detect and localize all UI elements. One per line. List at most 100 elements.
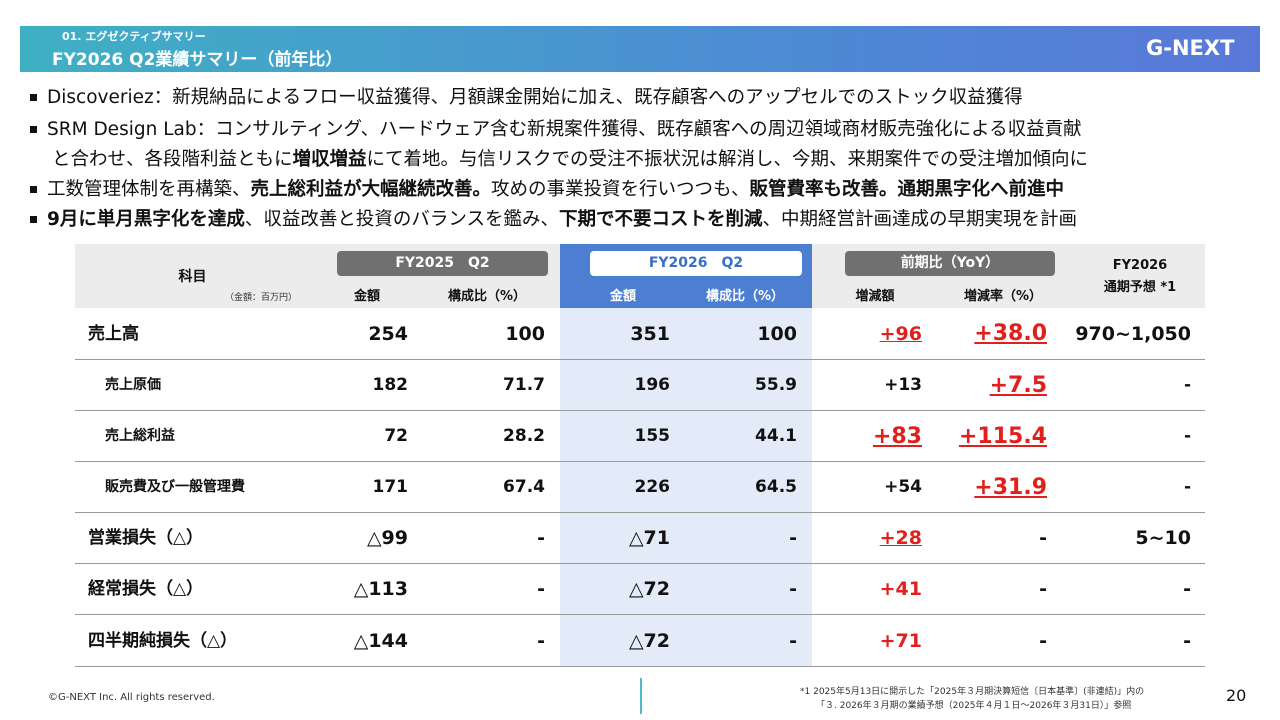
table-cell: △113: [353, 578, 408, 600]
table-cell: 64.5: [755, 477, 797, 497]
bullet-text: と合わせ、各段階利益ともに増収増益にて着地。与信リスクでの受注不振状況は解消し、…: [52, 148, 1088, 172]
table-cell: 171: [372, 477, 409, 497]
table-cell: 67.4: [503, 477, 545, 497]
row-label: 経常損失（△）: [88, 579, 204, 599]
table-cell: 155: [634, 426, 671, 446]
text-run: Discoveriez：新規納品によるフロー収益獲得、月額課金開始に加え、既存顧…: [47, 87, 1023, 108]
table-cell: +54: [884, 477, 922, 497]
table-cell: △144: [353, 630, 408, 652]
group-header: FY2025 Q2: [337, 251, 548, 276]
table-cell: -: [537, 527, 545, 549]
forecast-header: FY2026: [1112, 258, 1168, 273]
table-cell: △71: [628, 527, 670, 549]
footnote: *1 2025年5月13日に開示した「2025年３月期決算短信〔日本基準〕(非連…: [800, 687, 1145, 697]
text-run: にて着地。与信リスクでの受注不振状況は解消し、今期、来期案件での受注増加傾向に: [366, 149, 1089, 170]
table-cell: -: [789, 527, 797, 549]
row-label: 営業損失（△）: [88, 528, 204, 548]
table-cell: -: [1039, 630, 1047, 652]
table-cell: -: [789, 578, 797, 600]
table-cell: 196: [634, 375, 671, 395]
table-cell: 72: [384, 426, 408, 446]
header-bar: [20, 26, 1260, 72]
table-cell: 71.7: [503, 375, 545, 395]
row-line: [75, 359, 1205, 360]
table-cell: 182: [372, 375, 409, 395]
group-header: 前期比（YoY）: [845, 251, 1055, 276]
text-run: 、収益改善と投資のバランスを鑑み、: [244, 209, 560, 230]
table-cell: -: [1183, 375, 1191, 395]
row-line: [75, 410, 1205, 411]
table-cell: 28.2: [503, 426, 545, 446]
table-cell: +83: [872, 424, 922, 449]
text-run: 9月に単月黒字化を達成: [47, 209, 245, 230]
column-header: 金額: [353, 289, 380, 304]
page-number: 20: [1226, 686, 1247, 705]
table-cell: +71: [879, 630, 922, 652]
logo: G-NEXT: [1146, 36, 1235, 60]
bullet-text: 9月に単月黒字化を達成、収益改善と投資のバランスを鑑み、下期で不要コストを削減、…: [47, 208, 1077, 232]
text-run: と合わせ、各段階利益ともに: [52, 149, 293, 170]
table-cell: +13: [884, 375, 922, 395]
table-cell: 5~10: [1135, 527, 1191, 549]
table-cell: -: [1183, 578, 1191, 600]
column-header: 増減額: [855, 289, 895, 304]
group-header: FY2026 Q2: [590, 251, 802, 276]
row-label: 売上高: [88, 324, 139, 344]
text-run: 、中期経営計画達成の早期実現を計画: [762, 209, 1078, 230]
footnote: 「３. 2026年３月期の業績予想（2025年４月１日～2026年３月31日）」…: [816, 701, 1132, 711]
table-cell: -: [1039, 578, 1047, 600]
text-run: 攻めの事業投資を行いつつも、: [491, 179, 750, 200]
text-run: SRM Design Lab：コンサルティング、ハードウェア含む新規案件獲得、既…: [47, 119, 1082, 140]
row-label: 四半期純損失（△）: [88, 631, 238, 651]
table-cell: 44.1: [755, 426, 797, 446]
table-cell: 100: [757, 323, 797, 345]
bullet-marker: [30, 186, 37, 193]
divider: [640, 678, 642, 714]
table-cell: △99: [366, 527, 408, 549]
table-cell: 970~1,050: [1075, 323, 1191, 345]
text-run: 販管費率も改善。通期黒字化へ前進中: [749, 179, 1064, 200]
table-cell: +96: [879, 323, 922, 345]
table-cell: +31.9: [974, 475, 1047, 500]
bullet-marker: [30, 216, 37, 223]
table-cell: 100: [505, 323, 545, 345]
table-cell: △72: [628, 630, 670, 652]
table-cell: +7.5: [989, 373, 1047, 398]
bullet-text: 工数管理体制を再構築、売上総利益が大幅継続改善。攻めの事業投資を行いつつも、販管…: [47, 178, 1064, 202]
copyright: ©G-NEXT Inc. All rights reserved.: [48, 692, 215, 703]
row-line: [75, 461, 1205, 462]
row-line: [75, 614, 1205, 615]
bullet-marker: [30, 126, 37, 133]
table-cell: 226: [634, 477, 671, 497]
table-cell: -: [537, 630, 545, 652]
table-cell: 55.9: [755, 375, 797, 395]
table-cell: +38.0: [974, 321, 1047, 346]
row-label: 売上総利益: [105, 428, 175, 444]
unit-note: （金額：百万円）: [224, 293, 297, 303]
text-run: 売上総利益が大幅継続改善。: [250, 179, 492, 200]
section-label: 01. エグゼクティブサマリー: [62, 30, 206, 43]
table-cell: -: [789, 630, 797, 652]
row-line: [75, 512, 1205, 513]
table-cell: -: [1183, 426, 1191, 446]
row-line: [75, 563, 1205, 564]
table-cell: +41: [879, 578, 922, 600]
text-run: 下期で不要コストを削減: [559, 209, 763, 230]
table-cell: +115.4: [958, 424, 1047, 449]
row-line: [75, 666, 1205, 667]
text-run: 工数管理体制を再構築、: [47, 179, 251, 200]
fy2026-column-bg: [560, 308, 812, 667]
row-label: 販売費及び一般管理費: [105, 479, 245, 495]
column-header: 金額: [609, 289, 636, 304]
table-cell: -: [537, 578, 545, 600]
column-header: 構成比（%）: [705, 289, 785, 304]
table-cell: -: [1183, 477, 1191, 497]
column-header: 構成比（%）: [447, 289, 527, 304]
header-cell: 科目: [178, 269, 207, 285]
bullet-text: Discoveriez：新規納品によるフロー収益獲得、月額課金開始に加え、既存顧…: [47, 86, 1023, 110]
table-cell: △72: [628, 578, 670, 600]
table-cell: -: [1183, 630, 1191, 652]
slide-title: FY2026 Q2業績サマリー（前年比）: [52, 50, 343, 70]
text-run: 増収増益: [292, 149, 367, 170]
